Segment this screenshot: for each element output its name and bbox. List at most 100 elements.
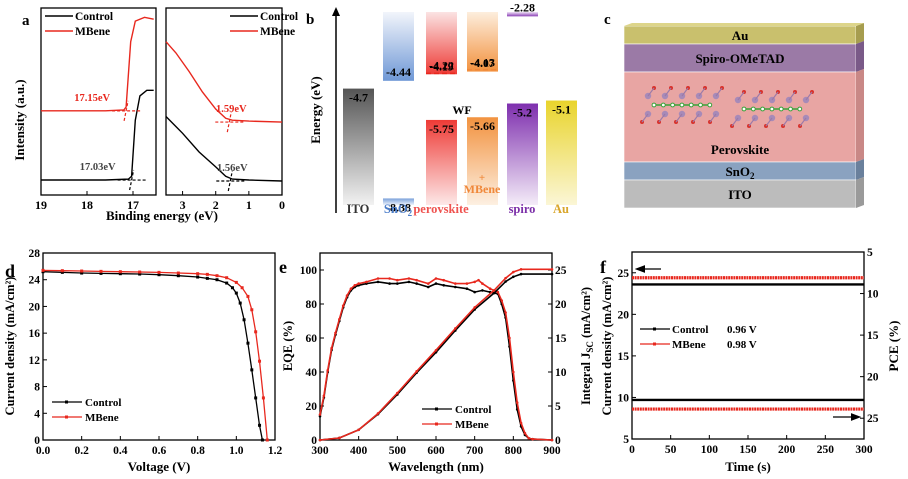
e-y2label-main: Integral J: [579, 353, 593, 405]
e-point: [396, 282, 399, 285]
layer-label: Spiro-OMeTAD: [695, 51, 784, 66]
e-xtick-label: 800: [505, 445, 523, 457]
e-point: [415, 370, 418, 373]
f-y2label: PCE (%): [886, 321, 901, 372]
d-point: [196, 275, 200, 279]
d-point: [240, 286, 244, 290]
energy-bar-au: [546, 100, 577, 205]
e-point: [326, 369, 330, 372]
atom-boron: [698, 102, 703, 108]
d-point: [225, 281, 229, 285]
e-point: [434, 348, 438, 352]
d-point: [118, 272, 122, 276]
d-point: [261, 396, 265, 400]
e-legend-label: Control: [455, 404, 491, 416]
d-point: [238, 301, 242, 305]
e-point: [508, 336, 511, 340]
f-legend-voltage: 0.98 V: [727, 339, 757, 351]
e-point: [496, 290, 500, 294]
wf-label: WF: [452, 103, 471, 117]
e-point: [388, 277, 391, 280]
e-point: [454, 327, 457, 330]
e-point: [376, 412, 380, 415]
a-frame-secondary-electron-cutoff: [40, 7, 157, 196]
mbene-structure-2: [730, 90, 814, 128]
f-y2tick-label: 15: [867, 330, 879, 342]
panel-d: d Current density (mA/cm²) Voltage (V) 0…: [3, 248, 282, 474]
energy-bar-perovskite-vb: [426, 119, 457, 205]
d-ytick-label: 8: [34, 382, 40, 394]
d-point: [80, 271, 84, 275]
d-point: [250, 368, 254, 372]
d-point: [260, 438, 264, 442]
energy-value-label: -4.13: [470, 56, 495, 70]
e-point: [512, 270, 515, 274]
atom-boron: [750, 106, 756, 112]
layer-label: SnO2: [725, 164, 755, 181]
d-point: [215, 274, 219, 278]
energy-value-label: -2.28: [510, 0, 535, 14]
e-point: [442, 284, 446, 287]
f-plot-area: 0 50 100 150 200 250 300 5 10 15 20 25 5 10 15 20 25 Cont…: [618, 247, 879, 456]
a-edge-extrapolation: [227, 170, 233, 192]
atom-boron: [741, 106, 747, 112]
a-xtick-label: 3: [180, 198, 186, 212]
d-point: [215, 278, 219, 282]
f-y2tick-label: 10: [867, 289, 879, 301]
e-ytick-label: 60: [306, 333, 318, 345]
e-point: [318, 438, 322, 442]
category-prefix: +: [479, 172, 485, 184]
bond: [692, 113, 700, 123]
d-point: [99, 269, 103, 273]
d-point: [230, 286, 234, 290]
e-plot-area: 300 400 500 600 700 800 9000204060801000510152…: [300, 252, 567, 457]
panel-a: a Intensity (a.u.) Binding energy (eV) 1…: [12, 7, 298, 223]
a-xtick-label: 18: [81, 198, 93, 212]
bond: [805, 91, 813, 101]
atom-boron: [688, 102, 694, 108]
d-point: [138, 270, 142, 274]
d-ytick-label: 16: [29, 328, 41, 340]
f-ytick-label: 15: [618, 351, 630, 363]
a-xtick-label: 17: [127, 198, 139, 212]
energy-value-label: -4.22: [429, 58, 454, 72]
a-series-mbene: [165, 41, 283, 123]
e-point: [473, 306, 476, 309]
e-point: [338, 318, 341, 321]
b-ylabel: Energy (eV): [308, 76, 323, 144]
d-legend-label: Control: [85, 397, 121, 409]
e-xtick-label: 300: [311, 445, 329, 457]
e-y2label-sub: SC: [585, 341, 595, 353]
energy-bar-spiro-homo: [507, 103, 538, 205]
d-point: [234, 280, 238, 284]
d-point: [80, 269, 84, 273]
a-frame-valence-band: [165, 7, 283, 196]
layer-label: Perovskite: [711, 142, 769, 157]
f-legend-label: MBene: [672, 339, 706, 351]
e-series-control: [319, 281, 553, 441]
e-xtick-label: 600: [427, 445, 445, 457]
e-point: [504, 280, 507, 283]
category-label-ito: ITO: [347, 202, 370, 216]
e-ytick-label: 20: [306, 401, 318, 413]
energy-value-label: -4.7: [349, 91, 368, 105]
layer-label: Au: [732, 28, 749, 43]
energy-value-label: -5.75: [429, 122, 454, 136]
e-point: [473, 290, 476, 294]
e-xlabel: Wavelength (nm): [388, 459, 484, 474]
d-point: [225, 276, 229, 280]
e-point: [527, 437, 531, 440]
d-point: [157, 270, 161, 274]
d-point: [258, 423, 262, 427]
f-xtick-label: 250: [817, 444, 835, 456]
f-legend-marker: [653, 342, 656, 346]
a-series-control: [41, 89, 154, 181]
bond: [641, 113, 649, 123]
e-point: [488, 287, 492, 291]
panel-c: c Au Spiro-OMeTAD Perovskite SnO2 ITO: [604, 12, 864, 209]
f-xtick-label: 150: [739, 444, 757, 456]
e-point: [318, 413, 322, 416]
e-ytick-label: 0: [311, 435, 317, 447]
bond: [748, 117, 756, 127]
e-point: [481, 289, 484, 292]
